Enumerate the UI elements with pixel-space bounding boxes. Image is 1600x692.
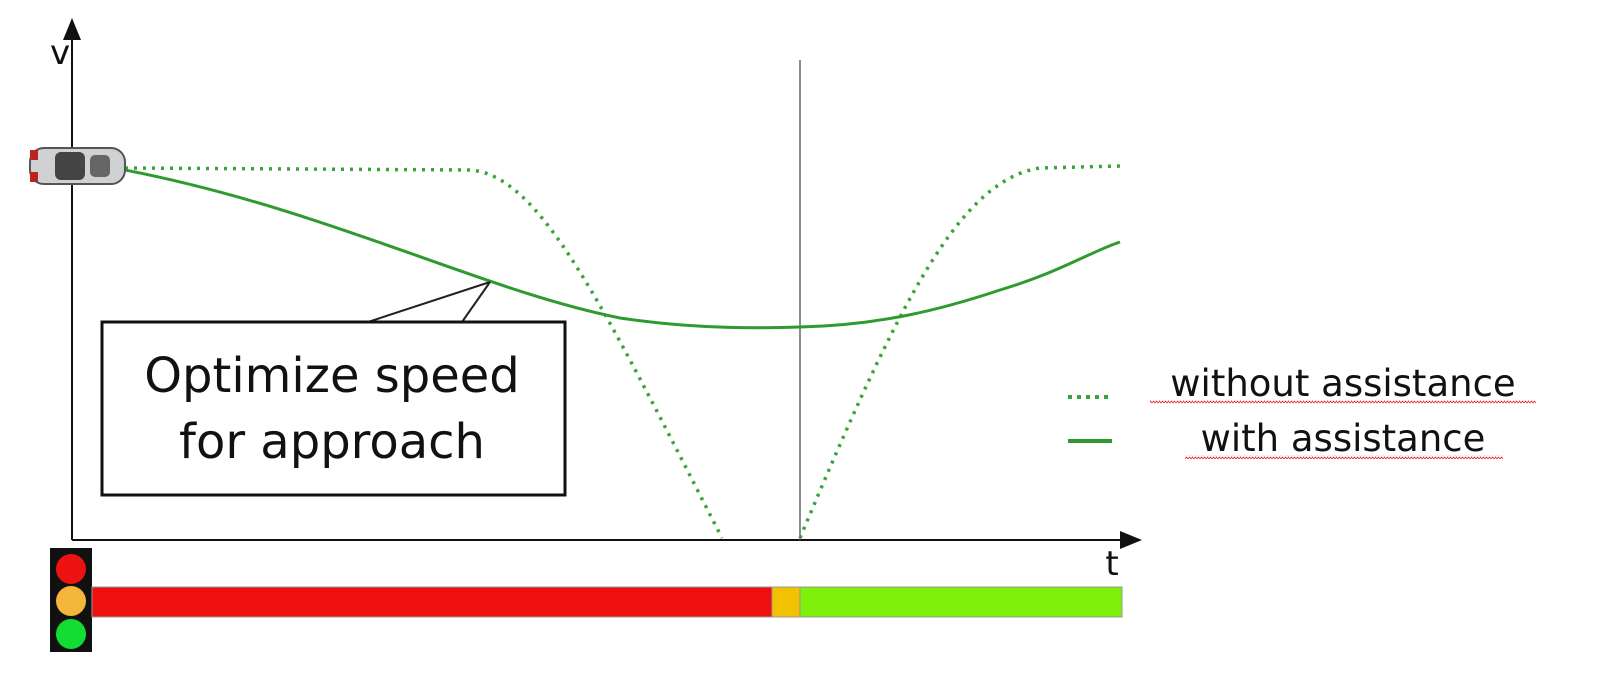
legend-label: without assistance	[1170, 362, 1515, 405]
car-icon	[29, 147, 126, 185]
green-phase-bar	[799, 586, 1123, 618]
curve-with-assistance	[124, 168, 1121, 330]
y-axis-arrow	[63, 18, 81, 40]
callout-text: for approach	[179, 414, 485, 470]
red-phase-bar	[91, 586, 773, 618]
callout-pointer	[367, 281, 491, 323]
traffic-light	[50, 548, 92, 652]
curve-without-assistance	[124, 166, 724, 539]
spellcheck-underline	[1150, 400, 1536, 404]
spellcheck-underline	[1185, 455, 1503, 459]
callout-text: Optimize speed	[144, 348, 520, 404]
yellow-phase-bar	[771, 586, 801, 618]
y-axis-label: v	[50, 33, 70, 73]
legend-label: with assistance	[1201, 417, 1486, 460]
callout-box	[100, 320, 567, 497]
curve-without-assistance-2	[798, 164, 1121, 539]
x-axis-label: t	[1105, 544, 1118, 584]
x-axis-arrow	[1120, 531, 1142, 549]
callout-pointer	[461, 281, 491, 323]
